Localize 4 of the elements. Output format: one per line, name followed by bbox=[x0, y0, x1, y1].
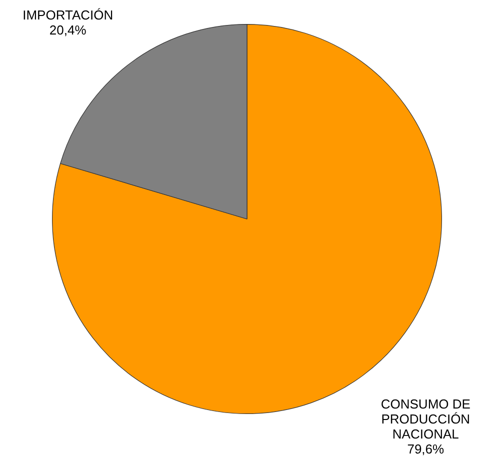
slice-label: CONSUMO DE PRODUCCIÓN NACIONAL bbox=[380, 396, 471, 442]
data-label: 20,4% bbox=[49, 22, 87, 38]
slice-label: IMPORTACIÓN bbox=[22, 8, 114, 23]
data-label: 79,6% bbox=[407, 442, 445, 457]
